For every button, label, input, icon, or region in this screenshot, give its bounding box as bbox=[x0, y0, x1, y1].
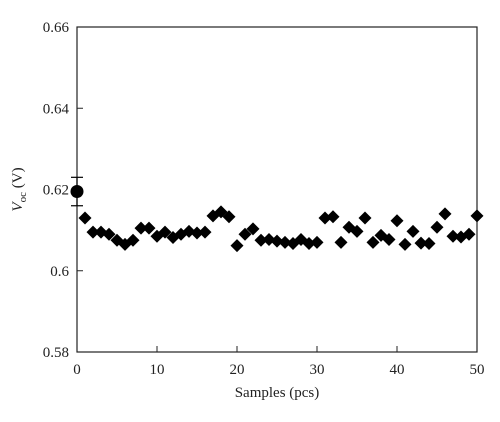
x-axis-label: Samples (pcs) bbox=[235, 385, 320, 401]
data-point bbox=[134, 221, 148, 235]
data-point bbox=[366, 235, 380, 249]
data-point bbox=[78, 211, 92, 225]
data-point bbox=[246, 222, 260, 236]
y-axis-label-symbol: V bbox=[10, 201, 26, 212]
data-point bbox=[254, 233, 268, 247]
data-point bbox=[462, 227, 476, 241]
x-tick-label: 20 bbox=[230, 362, 245, 378]
data-point bbox=[414, 236, 428, 250]
y-tick-label: 0.64 bbox=[43, 101, 70, 117]
plot-area-frame bbox=[76, 26, 478, 353]
data-point bbox=[326, 210, 340, 224]
y-tick-label: 0.66 bbox=[43, 20, 70, 36]
axis-ticks bbox=[76, 26, 478, 353]
y-tick-label: 0.58 bbox=[43, 345, 69, 361]
data-point bbox=[230, 239, 244, 253]
data-point bbox=[86, 225, 100, 239]
data-point bbox=[238, 227, 252, 241]
data-point bbox=[422, 237, 436, 251]
x-tick-label: 40 bbox=[390, 362, 405, 378]
data-point bbox=[302, 237, 316, 251]
data-point bbox=[102, 227, 116, 241]
data-point bbox=[390, 214, 404, 228]
data-points bbox=[78, 205, 484, 253]
data-point bbox=[406, 224, 420, 238]
mean-point-error-bar bbox=[70, 176, 84, 207]
data-point bbox=[278, 235, 292, 249]
data-point bbox=[398, 237, 412, 251]
y-axis-label-subscript: oc bbox=[17, 192, 29, 203]
x-tick-label: 30 bbox=[310, 362, 325, 378]
data-point bbox=[222, 210, 236, 224]
y-tick-label: 0.6 bbox=[50, 264, 69, 280]
axis-tick-labels: 0 10 20 30 40 50 0.58 0.6 0.62 0.64 0.66 bbox=[43, 20, 485, 378]
data-point bbox=[190, 226, 204, 240]
x-tick-label: 0 bbox=[73, 362, 81, 378]
data-point bbox=[142, 221, 156, 235]
data-point bbox=[382, 232, 396, 246]
data-point bbox=[446, 229, 460, 243]
data-point bbox=[270, 234, 284, 248]
data-point bbox=[310, 235, 324, 249]
data-point bbox=[438, 207, 452, 221]
data-point bbox=[334, 235, 348, 249]
data-point bbox=[358, 211, 372, 225]
y-axis-label: Voc (V) bbox=[10, 167, 29, 211]
data-point bbox=[318, 211, 332, 225]
y-axis-label-unit: (V) bbox=[10, 167, 26, 192]
data-point bbox=[350, 224, 364, 238]
x-tick-label: 50 bbox=[470, 362, 485, 378]
data-point bbox=[430, 220, 444, 234]
data-point bbox=[126, 233, 140, 247]
y-tick-label: 0.62 bbox=[43, 183, 69, 199]
data-point bbox=[470, 209, 484, 223]
data-point bbox=[158, 225, 172, 239]
x-tick-label: 10 bbox=[150, 362, 165, 378]
data-point bbox=[198, 225, 212, 239]
mean-point bbox=[70, 185, 84, 199]
